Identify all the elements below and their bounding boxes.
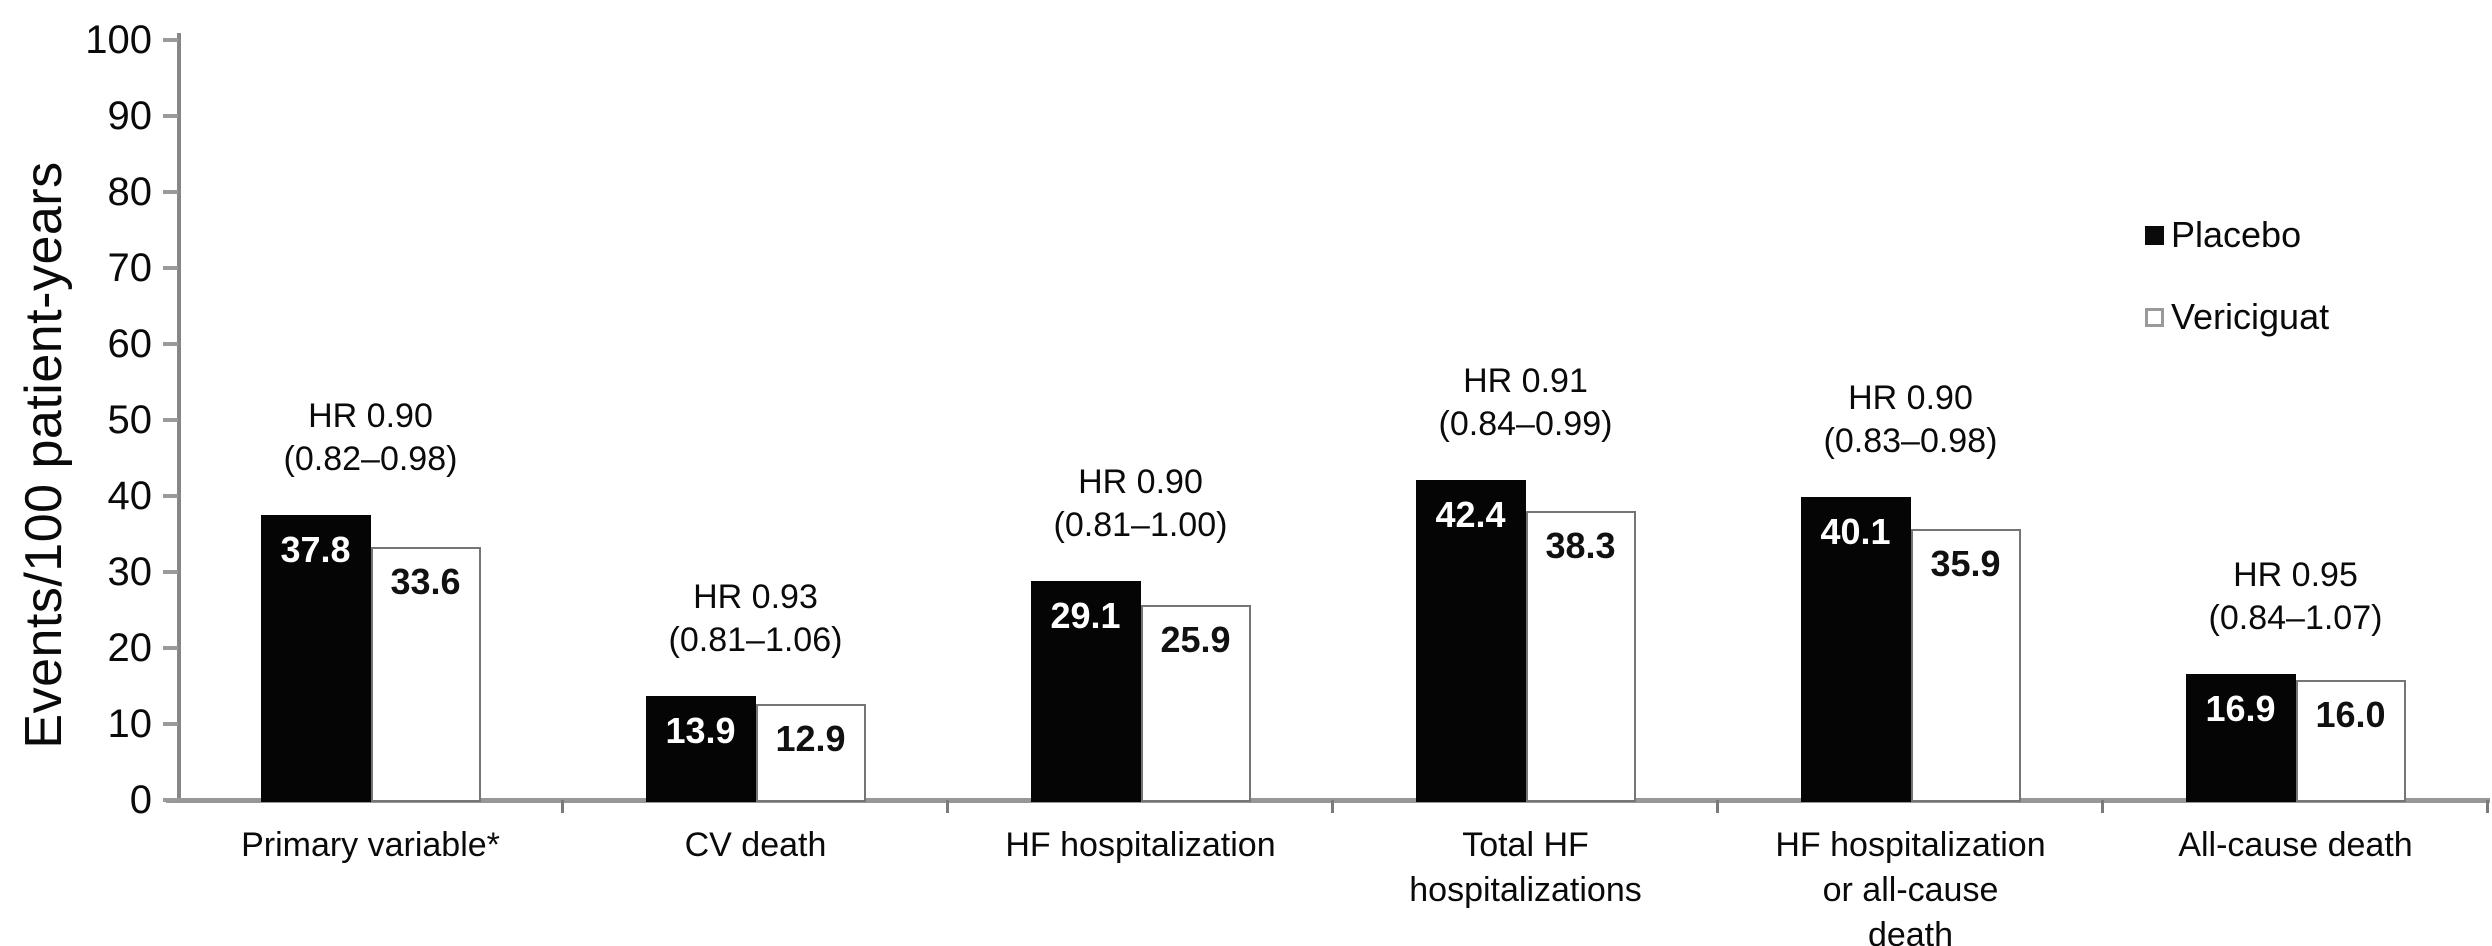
category-label: Primary variable*	[241, 826, 500, 864]
placebo-bar: 40.1	[1800, 497, 1911, 802]
x-axis-tick	[2486, 800, 2489, 813]
x-axis-tick	[1716, 800, 1719, 813]
vericiguat-value-label: 25.9	[1160, 619, 1231, 661]
vericiguat-swatch-icon	[2145, 307, 2164, 327]
hr-value: HR 0.95	[2233, 555, 2358, 594]
hr-value: HR 0.90	[1848, 379, 1973, 418]
bar-group-hf-hospitalization-or-all-cause-death: HR 0.90 (0.83–0.98) 40.1 35.9 HF hospita…	[1718, 0, 2103, 946]
vericiguat-value-label: 38.3	[1545, 524, 1616, 566]
bar-group-cv-death: HR 0.93 (0.81–1.06) 13.9 12.9 CV death	[563, 0, 948, 946]
y-tick-label: 80	[107, 170, 153, 214]
hr-ci-range: (0.82–0.98)	[283, 439, 458, 478]
category-label: HF hospitalization	[1005, 826, 1276, 864]
y-tick	[163, 494, 178, 498]
hr-value: HR 0.90	[308, 396, 433, 435]
vericiguat-bar: 33.6	[370, 546, 481, 802]
x-axis-tick	[2101, 800, 2104, 813]
bar-group-primary-variable: HR 0.90 (0.82–0.98) 37.8 33.6 Primary va…	[178, 0, 563, 946]
vericiguat-value-label: 12.9	[775, 717, 846, 759]
legend-item-vericiguat: Vericiguat	[2145, 296, 2329, 338]
y-tick-label: 10	[107, 702, 153, 746]
hr-ci-range: (0.81–1.00)	[1053, 505, 1228, 544]
vericiguat-bar: 12.9	[755, 703, 866, 802]
y-tick-label: 30	[107, 550, 153, 594]
vericiguat-value-label: 16.0	[2315, 694, 2386, 736]
y-tick	[163, 722, 178, 726]
x-axis-tick	[561, 800, 564, 813]
placebo-value-label: 37.8	[280, 528, 351, 570]
y-tick	[163, 114, 178, 118]
legend-label-vericiguat: Vericiguat	[2171, 296, 2330, 337]
placebo-swatch-icon	[2145, 225, 2164, 245]
hr-ci-range: (0.83–0.98)	[1823, 422, 1998, 461]
hr-ci-range: (0.84–0.99)	[1438, 404, 1613, 443]
category-label: Total HF hospitalizations	[1409, 826, 1642, 909]
bar-group-total-hf-hospitalizations: HR 0.91 (0.84–0.99) 42.4 38.3 Total HF h…	[1333, 0, 1718, 946]
placebo-bar: 37.8	[260, 514, 371, 802]
y-tick	[163, 418, 178, 422]
bar-group-all-cause-death: HR 0.95 (0.84–1.07) 16.9 16.0 All-cause …	[2103, 0, 2488, 946]
x-axis-line	[166, 798, 2490, 803]
vericiguat-bar: 16.0	[2295, 680, 2406, 802]
placebo-bar: 13.9	[645, 696, 756, 802]
y-tick-label: 20	[107, 626, 153, 670]
y-tick-label: 70	[107, 246, 153, 290]
y-tick	[163, 342, 178, 346]
hr-ci-range: (0.84–1.07)	[2208, 598, 2383, 637]
placebo-bar: 42.4	[1415, 479, 1526, 802]
hr-annotation: HR 0.90 (0.81–1.00)	[948, 461, 1333, 547]
placebo-value-label: 40.1	[1820, 511, 1891, 553]
y-axis-line	[177, 33, 181, 803]
y-tick	[163, 570, 178, 574]
category-label: CV death	[684, 826, 827, 864]
y-tick-label: 40	[107, 474, 153, 518]
hr-annotation: HR 0.93 (0.81–1.06)	[563, 576, 948, 662]
hr-value: HR 0.91	[1463, 361, 1588, 400]
x-axis-tick	[1331, 800, 1334, 813]
hr-value: HR 0.90	[1078, 462, 1203, 501]
y-tick-label: 0	[129, 778, 152, 822]
category-label: HF hospitalization or all-cause death	[1775, 826, 2046, 946]
placebo-value-label: 13.9	[665, 710, 736, 752]
vericiguat-bar: 38.3	[1525, 510, 1636, 802]
x-axis-tick	[946, 800, 949, 813]
bar-group-hf-hospitalization: HR 0.90 (0.81–1.00) 29.1 25.9 HF hospita…	[948, 0, 1333, 946]
placebo-bar: 29.1	[1030, 580, 1141, 802]
hr-ci-range: (0.81–1.06)	[668, 621, 843, 660]
placebo-bar: 16.9	[2185, 673, 2296, 802]
y-tick	[163, 38, 178, 42]
vericiguat-bar: 25.9	[1140, 605, 1251, 802]
placebo-value-label: 16.9	[2205, 687, 2276, 729]
vericiguat-value-label: 33.6	[390, 560, 461, 602]
placebo-value-label: 42.4	[1435, 493, 1506, 535]
placebo-value-label: 29.1	[1050, 594, 1121, 636]
y-tick-label: 60	[107, 322, 153, 366]
hr-annotation: HR 0.95 (0.84–1.07)	[2103, 554, 2488, 640]
y-tick-label: 90	[107, 94, 153, 138]
legend-label-placebo: Placebo	[2171, 214, 2302, 255]
y-tick-label: 50	[107, 398, 153, 442]
y-tick	[163, 798, 178, 802]
vericiguat-bar: 35.9	[1910, 529, 2021, 802]
vericiguat-value-label: 35.9	[1930, 543, 2001, 585]
y-tick-label: 100	[85, 18, 152, 62]
hr-annotation: HR 0.90 (0.82–0.98)	[178, 395, 563, 481]
category-label: All-cause death	[2178, 826, 2413, 864]
hr-annotation: HR 0.90 (0.83–0.98)	[1718, 377, 2103, 463]
y-tick	[163, 646, 178, 650]
legend-item-placebo: Placebo	[2145, 214, 2301, 256]
y-tick	[163, 190, 178, 194]
hr-annotation: HR 0.91 (0.84–0.99)	[1333, 360, 1718, 446]
y-tick	[163, 266, 178, 270]
hr-value: HR 0.93	[693, 578, 818, 617]
